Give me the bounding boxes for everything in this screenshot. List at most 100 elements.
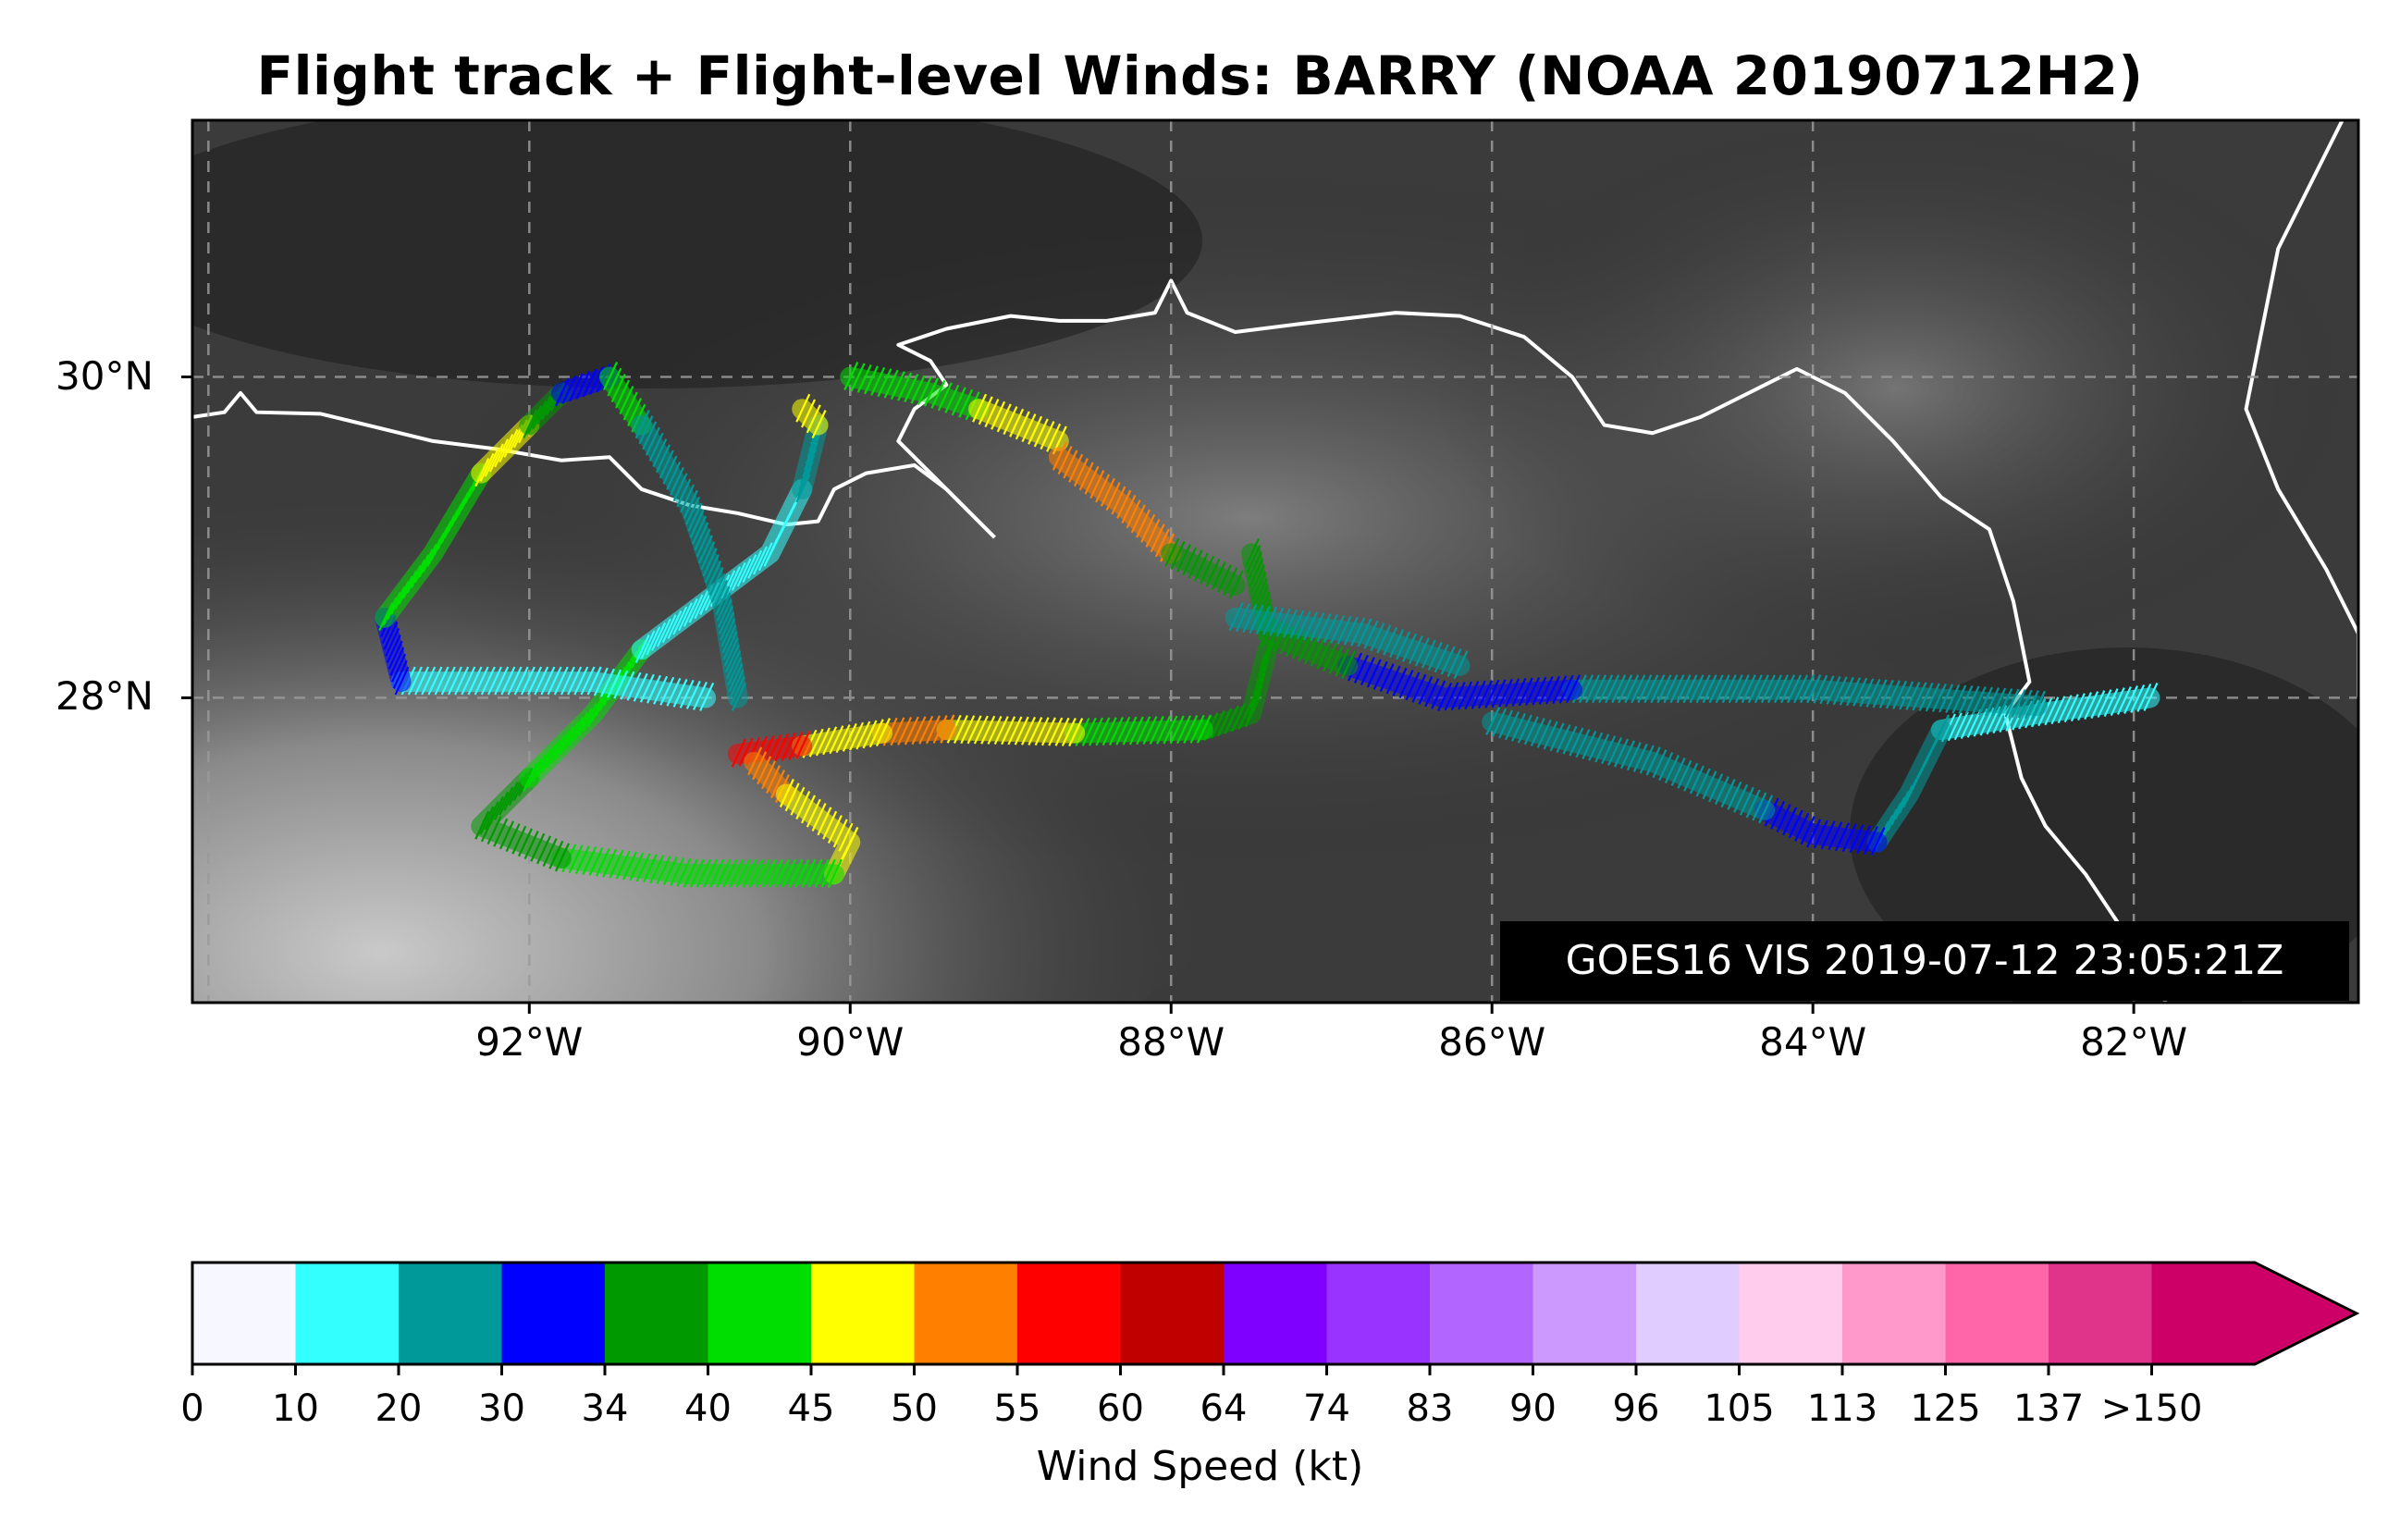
wind-barb xyxy=(795,791,811,819)
wind-barb xyxy=(527,405,543,435)
wind-barb xyxy=(1695,674,1711,704)
wind-barb xyxy=(1224,705,1239,734)
wind-barb xyxy=(1945,684,1961,713)
wind-barb xyxy=(1414,637,1430,667)
wind-barb xyxy=(1556,724,1571,753)
lon-label: 82°W xyxy=(2080,1019,2188,1065)
wind-barb xyxy=(484,448,499,477)
wind-barb xyxy=(788,731,804,760)
lon-label: 88°W xyxy=(1117,1019,1225,1065)
wind-barb xyxy=(2110,687,2125,717)
wind-barb xyxy=(1819,675,1835,705)
wind-barb xyxy=(795,474,811,503)
wind-barb xyxy=(1100,477,1115,507)
wind-barb xyxy=(676,478,692,508)
wind-barb xyxy=(1813,674,1828,704)
wind-barb xyxy=(666,461,682,490)
wind-barb xyxy=(1249,604,1264,634)
wind-barb xyxy=(829,725,844,755)
wind-barb xyxy=(1421,639,1436,669)
wind-barb xyxy=(1372,660,1388,690)
wind-barb xyxy=(1341,650,1357,680)
wind-barb xyxy=(530,832,546,862)
wind-barb xyxy=(850,363,866,392)
wind-barb xyxy=(1063,450,1078,479)
wind-barb xyxy=(1985,687,2000,717)
wind-barb xyxy=(1702,770,1717,800)
wind-barb xyxy=(1164,537,1180,567)
wind-barb xyxy=(634,634,650,663)
wind-barb xyxy=(1477,680,1493,709)
track-band xyxy=(792,399,829,436)
wind-barb xyxy=(1708,674,1724,704)
wind-barb xyxy=(1034,717,1050,746)
wind-barb xyxy=(801,858,817,888)
wind-barb xyxy=(2024,690,2039,720)
wind-barb xyxy=(1136,716,1151,745)
wind-barb xyxy=(553,666,569,696)
wind-barb xyxy=(1007,716,1023,745)
wind-barb xyxy=(1130,504,1146,534)
wind-barb xyxy=(588,846,604,876)
wind-barb xyxy=(1217,708,1233,737)
wind-barb xyxy=(700,541,716,571)
wind-barb xyxy=(474,810,490,840)
wind-barb xyxy=(1283,609,1298,638)
wind-barb xyxy=(1532,676,1547,706)
wind-barb xyxy=(1211,561,1226,591)
wind-barb xyxy=(761,760,777,790)
wind-barb xyxy=(782,858,797,888)
wind-barb xyxy=(1973,708,1988,737)
wind-barb xyxy=(2004,688,2020,718)
wind-barb xyxy=(1336,615,1352,645)
wind-barb xyxy=(1262,606,1278,635)
wind-barb xyxy=(827,815,843,844)
wind-barb xyxy=(1128,716,1144,745)
wind-barb xyxy=(1643,674,1659,704)
wind-barb xyxy=(484,801,499,831)
wind-barb xyxy=(1247,551,1262,581)
wind-barb xyxy=(1048,717,1064,746)
lat-label: 30°N xyxy=(55,352,154,399)
wind-barb xyxy=(1793,674,1809,704)
wind-barb xyxy=(1298,633,1313,662)
wind-barb xyxy=(766,765,782,795)
wind-barb xyxy=(1121,495,1137,524)
wind-barb xyxy=(811,410,827,439)
wind-barb xyxy=(1650,674,1666,704)
wind-barb xyxy=(1256,653,1272,683)
wind-barb xyxy=(726,566,742,596)
wind-barb xyxy=(1745,789,1761,819)
wind-barb xyxy=(1046,423,1062,452)
wind-barb xyxy=(1594,733,1610,763)
wind-barb xyxy=(1960,710,1975,739)
wind-barb xyxy=(1237,700,1253,730)
wind-barb xyxy=(1971,686,1987,715)
wind-barb xyxy=(710,573,726,602)
wind-barb xyxy=(1073,458,1089,487)
wind-barb xyxy=(1418,676,1434,705)
wind-barb xyxy=(803,441,818,471)
wind-barb xyxy=(1543,721,1558,750)
colorbar-cell xyxy=(1842,1263,1946,1364)
wind-barb xyxy=(626,671,642,701)
wind-barb xyxy=(1249,564,1265,594)
track-segment xyxy=(1225,602,1471,680)
wind-barb xyxy=(672,473,688,502)
wind-barb xyxy=(582,368,597,398)
wind-barb xyxy=(1689,765,1705,795)
colorbar-cell xyxy=(2151,1263,2255,1364)
wind-barb xyxy=(802,448,818,477)
wind-barb xyxy=(1491,679,1507,708)
wind-barb xyxy=(680,484,695,513)
wind-barb xyxy=(1498,709,1514,739)
wind-barb xyxy=(646,674,661,704)
colorbar-frame xyxy=(191,1261,2360,1366)
wind-barb xyxy=(494,666,510,696)
wind-barb xyxy=(1721,674,1737,704)
wind-barb xyxy=(1163,715,1178,745)
track-segment xyxy=(1065,714,1213,747)
wind-barb xyxy=(1739,786,1754,816)
wind-barb xyxy=(662,856,678,885)
wind-barb xyxy=(904,374,919,403)
